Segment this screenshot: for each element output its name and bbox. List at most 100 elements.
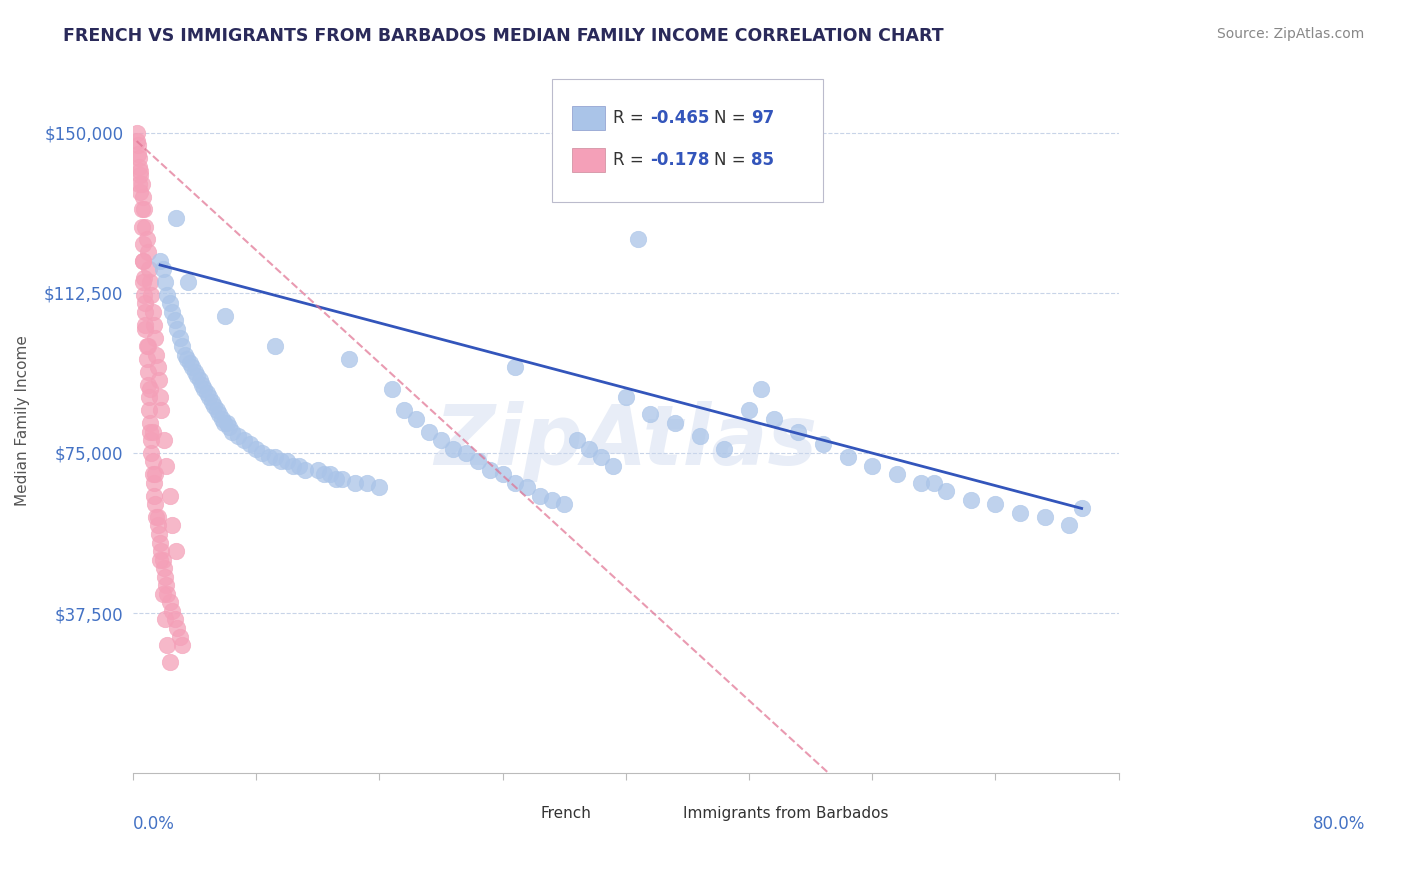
Point xyxy=(325,471,347,485)
Point xyxy=(143,497,166,511)
Point xyxy=(565,433,588,447)
Point xyxy=(169,630,191,644)
Point xyxy=(281,458,304,473)
Point xyxy=(762,411,785,425)
Text: Source: ZipAtlas.com: Source: ZipAtlas.com xyxy=(1216,27,1364,41)
Point xyxy=(156,288,179,302)
Point xyxy=(132,270,155,285)
Point xyxy=(136,365,159,379)
Point xyxy=(162,305,184,319)
Point xyxy=(205,403,228,417)
Point xyxy=(159,296,181,310)
Point xyxy=(263,339,285,353)
Point xyxy=(125,126,148,140)
FancyBboxPatch shape xyxy=(654,802,679,826)
Point xyxy=(132,275,155,289)
Point xyxy=(132,202,155,217)
Point xyxy=(138,262,160,277)
Text: 0.0%: 0.0% xyxy=(134,815,174,833)
Point xyxy=(368,480,391,494)
Point xyxy=(503,475,526,490)
Point xyxy=(181,360,204,375)
Text: -0.178: -0.178 xyxy=(651,151,710,169)
Point xyxy=(159,489,181,503)
Point xyxy=(276,454,298,468)
Point xyxy=(381,382,404,396)
Point xyxy=(131,219,153,234)
Text: 85: 85 xyxy=(751,151,773,169)
Point xyxy=(165,544,187,558)
Point xyxy=(232,433,254,447)
Point xyxy=(183,365,205,379)
Point xyxy=(749,382,772,396)
Point xyxy=(627,232,650,246)
Point xyxy=(128,151,150,165)
Point xyxy=(935,484,957,499)
Point xyxy=(148,527,170,541)
Point xyxy=(252,446,274,460)
Text: 97: 97 xyxy=(751,109,775,127)
Point xyxy=(166,621,188,635)
Point xyxy=(139,425,162,439)
Point xyxy=(159,595,181,609)
Point xyxy=(132,189,155,203)
Point xyxy=(212,416,235,430)
Point xyxy=(860,458,883,473)
Point xyxy=(614,390,637,404)
Point xyxy=(134,322,156,336)
Point xyxy=(142,425,165,439)
Point xyxy=(146,518,169,533)
Point xyxy=(294,463,316,477)
Point xyxy=(142,475,165,490)
Point xyxy=(152,262,174,277)
Point xyxy=(837,450,859,465)
Point xyxy=(135,232,157,246)
Point xyxy=(591,450,613,465)
Point xyxy=(141,433,163,447)
Point xyxy=(134,305,156,319)
Point xyxy=(163,612,186,626)
Point xyxy=(156,638,179,652)
Point xyxy=(135,351,157,366)
Point xyxy=(136,377,159,392)
Point xyxy=(922,475,945,490)
Point xyxy=(312,467,335,482)
Point xyxy=(153,275,176,289)
Point xyxy=(664,416,686,430)
Point xyxy=(153,570,176,584)
Point xyxy=(491,467,513,482)
Point xyxy=(172,638,194,652)
Point xyxy=(135,339,157,353)
Point xyxy=(139,382,162,396)
Point xyxy=(319,467,342,482)
Point xyxy=(131,202,153,217)
Point xyxy=(886,467,908,482)
Point xyxy=(984,497,1007,511)
Point xyxy=(356,475,378,490)
Point xyxy=(343,475,366,490)
Point xyxy=(134,296,156,310)
Point xyxy=(138,403,160,417)
Point xyxy=(148,373,170,387)
Point xyxy=(143,330,166,344)
Point xyxy=(430,433,453,447)
Point xyxy=(149,552,172,566)
Point xyxy=(211,411,233,425)
Text: 80.0%: 80.0% xyxy=(1313,815,1365,833)
Point xyxy=(337,351,360,366)
Point xyxy=(467,454,489,468)
Point xyxy=(127,147,149,161)
Point xyxy=(149,535,172,549)
Y-axis label: Median Family Income: Median Family Income xyxy=(15,335,30,507)
Point xyxy=(156,587,179,601)
Point xyxy=(150,403,173,417)
Point xyxy=(541,492,564,507)
Point xyxy=(215,416,238,430)
Point xyxy=(152,552,174,566)
Point xyxy=(503,360,526,375)
Point xyxy=(136,245,159,260)
Point xyxy=(263,450,285,465)
Text: French: French xyxy=(540,805,591,821)
Point xyxy=(454,446,477,460)
Point xyxy=(257,450,280,465)
